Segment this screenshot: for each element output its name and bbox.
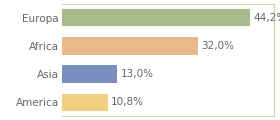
Text: 44,2%: 44,2%	[253, 13, 280, 23]
Bar	[62, 65, 117, 83]
Text: 32,0%: 32,0%	[201, 41, 234, 51]
Text: 10,8%: 10,8%	[111, 97, 144, 107]
Bar	[62, 9, 250, 26]
Text: 13,0%: 13,0%	[120, 69, 153, 79]
Bar	[62, 37, 198, 55]
Bar	[62, 94, 108, 111]
